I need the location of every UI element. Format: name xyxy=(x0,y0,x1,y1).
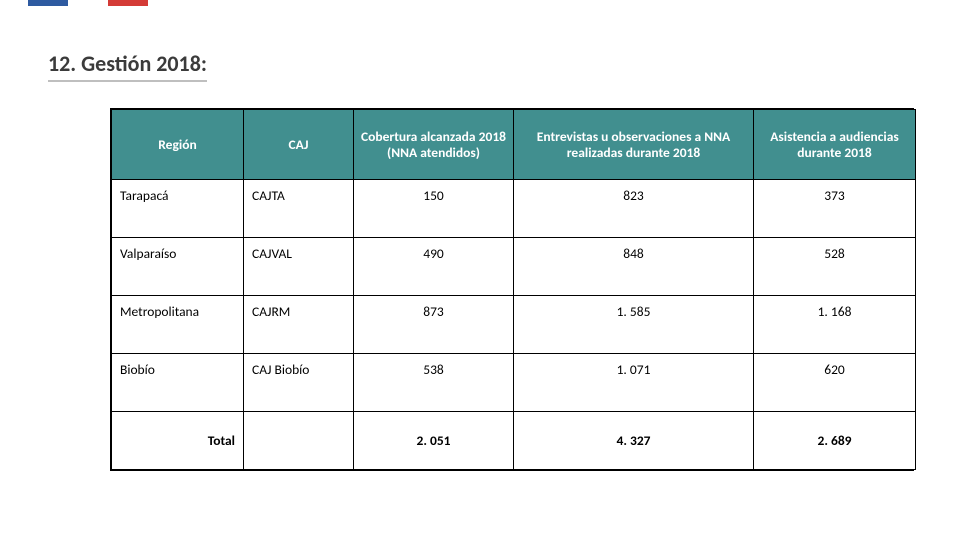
cell-cobertura: 538 xyxy=(354,354,514,412)
cell-asistencia: 1. 168 xyxy=(754,296,916,354)
cell-asistencia: 620 xyxy=(754,354,916,412)
cell-asistencia: 373 xyxy=(754,180,916,238)
cell-asistencia: 528 xyxy=(754,238,916,296)
table-row-total: Total 2. 051 4. 327 2. 689 xyxy=(112,412,916,470)
cell-caj: CAJVAL xyxy=(244,238,354,296)
cell-region: Tarapacá xyxy=(112,180,244,238)
cell-total-label: Total xyxy=(112,412,244,470)
cell-region: Biobío xyxy=(112,354,244,412)
flag-seg-2 xyxy=(68,0,108,6)
table-row: Tarapacá CAJTA 150 823 373 xyxy=(112,180,916,238)
col-region: Región xyxy=(112,110,244,180)
cell-total-asi: 2. 689 xyxy=(754,412,916,470)
cell-caj: CAJRM xyxy=(244,296,354,354)
cell-cobertura: 150 xyxy=(354,180,514,238)
cell-total-cob: 2. 051 xyxy=(354,412,514,470)
cell-entrevistas: 823 xyxy=(514,180,754,238)
flag-seg-3 xyxy=(108,0,148,6)
cell-region: Valparaíso xyxy=(112,238,244,296)
col-asistencia: Asistencia a audiencias durante 2018 xyxy=(754,110,916,180)
col-cobertura: Cobertura alcanzada 2018 (NNA atendidos) xyxy=(354,110,514,180)
data-table: Región CAJ Cobertura alcanzada 2018 (NNA… xyxy=(111,109,916,470)
cell-cobertura: 490 xyxy=(354,238,514,296)
table-row: Metropolitana CAJRM 873 1. 585 1. 168 xyxy=(112,296,916,354)
page: 12. Gestión 2018: Región CAJ Cobertura a… xyxy=(0,0,960,540)
table-wrap: Región CAJ Cobertura alcanzada 2018 (NNA… xyxy=(110,108,914,471)
flag-seg-1 xyxy=(28,0,68,6)
table-row: Biobío CAJ Biobío 538 1. 071 620 xyxy=(112,354,916,412)
cell-region: Metropolitana xyxy=(112,296,244,354)
table-header-row: Región CAJ Cobertura alcanzada 2018 (NNA… xyxy=(112,110,916,180)
flag-bar xyxy=(28,0,148,6)
cell-entrevistas: 1. 071 xyxy=(514,354,754,412)
cell-total-ent: 4. 327 xyxy=(514,412,754,470)
table-row: Valparaíso CAJVAL 490 848 528 xyxy=(112,238,916,296)
col-entrevistas: Entrevistas u observaciones a NNA realiz… xyxy=(514,110,754,180)
cell-cobertura: 873 xyxy=(354,296,514,354)
col-caj: CAJ xyxy=(244,110,354,180)
section-title: 12. Gestión 2018: xyxy=(48,50,207,82)
cell-entrevistas: 1. 585 xyxy=(514,296,754,354)
cell-caj: CAJ Biobío xyxy=(244,354,354,412)
cell-total-caj xyxy=(244,412,354,470)
cell-entrevistas: 848 xyxy=(514,238,754,296)
cell-caj: CAJTA xyxy=(244,180,354,238)
